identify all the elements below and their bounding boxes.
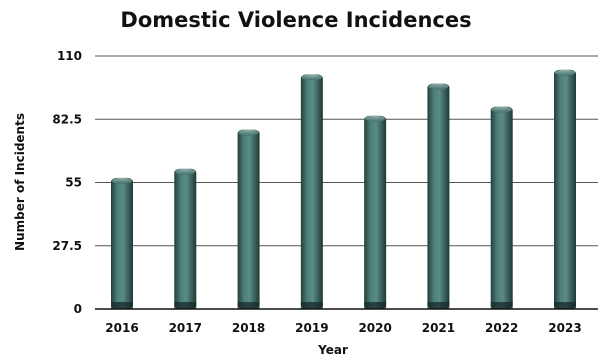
bar-base-shadow [111,302,133,309]
x-tick-label: 2017 [169,321,202,335]
y-tick-label: 27.5 [52,239,82,253]
bar-2023 [554,69,576,309]
bar-body [490,106,513,309]
x-tick-label: 2023 [548,321,581,335]
x-tick-label: 2020 [358,321,391,335]
gridlines [95,55,598,247]
bar-2018 [237,129,260,309]
bar-2022 [490,106,513,309]
y-tick-label: 82.5 [52,112,82,126]
bar-body [237,129,260,309]
y-tick-label: 110 [57,49,82,63]
x-tick-label: 2019 [295,321,328,335]
y-tick-label: 55 [65,176,82,190]
bar-cap [365,115,386,122]
x-tick-label: 2021 [422,321,455,335]
bar-cap [428,83,449,90]
bar-2017 [174,168,197,309]
x-axis-label: Year [317,343,348,357]
bar-base-shadow [554,302,576,309]
bar-2016 [111,177,133,309]
bar-cap [175,168,196,175]
y-tick-label: 0 [74,302,82,316]
bar-cap [301,74,322,81]
x-axis-ticks: 2016 2017 2018 2019 2020 2021 2022 2023 [105,321,581,335]
x-tick-label: 2022 [485,321,518,335]
bar-cap [238,129,259,136]
bar-base-shadow [237,302,260,309]
x-tick-label: 2018 [232,321,265,335]
bar-base-shadow [427,302,450,309]
bar-cap [555,69,575,76]
bar-cap [491,106,512,113]
bar-body [300,74,323,310]
bar-2020 [364,115,387,309]
bars [111,69,576,310]
bar-base-shadow [490,302,513,309]
bar-base-shadow [174,302,197,309]
bar-body [427,83,450,309]
y-axis-ticks: 0 27.5 55 82.5 110 [52,49,82,316]
bar-base-shadow [300,302,323,309]
bar-cap [112,177,132,184]
bar-2021 [427,83,450,309]
bar-body [174,168,197,309]
y-axis-label: Number of Incidents [13,113,27,251]
bar-body [364,115,387,309]
x-tick-label: 2016 [105,321,138,335]
bar-2019 [300,74,323,310]
bar-body [554,69,576,309]
bar-base-shadow [364,302,387,309]
chart-title: Domestic Violence Incidences [120,8,471,32]
bar-body [111,177,133,309]
